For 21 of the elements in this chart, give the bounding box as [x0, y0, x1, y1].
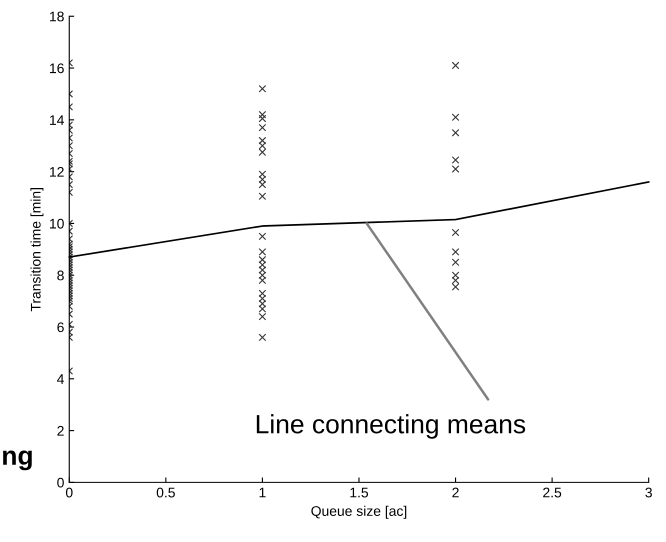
text: ng — [3, 450, 32, 470]
y-tick-label: 16 — [50, 63, 64, 74]
y-tick-label: 18 — [50, 12, 64, 22]
x-tick-label: 1 — [260, 488, 266, 498]
x-tick-label: 0 — [66, 488, 73, 498]
annotation: Line connecting means — [256, 414, 526, 439]
x-tick-label: 0.5 — [156, 488, 175, 498]
y-tick-label: 12 — [50, 166, 64, 177]
y-tick-label: 10 — [50, 218, 64, 229]
x-tick-label: 1.5 — [350, 488, 368, 498]
y-tick-label: 4 — [57, 374, 64, 384]
y-tick-label: 2 — [57, 426, 64, 436]
x-tick-label: 2.5 — [543, 488, 562, 498]
y-tick-label: 0 — [57, 478, 64, 488]
y-tick-label: 6 — [57, 322, 64, 332]
y-tick-label: 8 — [57, 270, 64, 280]
y-axis-title: Transition time [min] — [30, 188, 44, 312]
x-axis-title: Queue size [ac] — [311, 506, 406, 519]
x-tick-label: 3 — [645, 488, 652, 498]
x-tick-label: 2 — [452, 488, 459, 498]
y-tick-label: 14 — [50, 115, 64, 125]
